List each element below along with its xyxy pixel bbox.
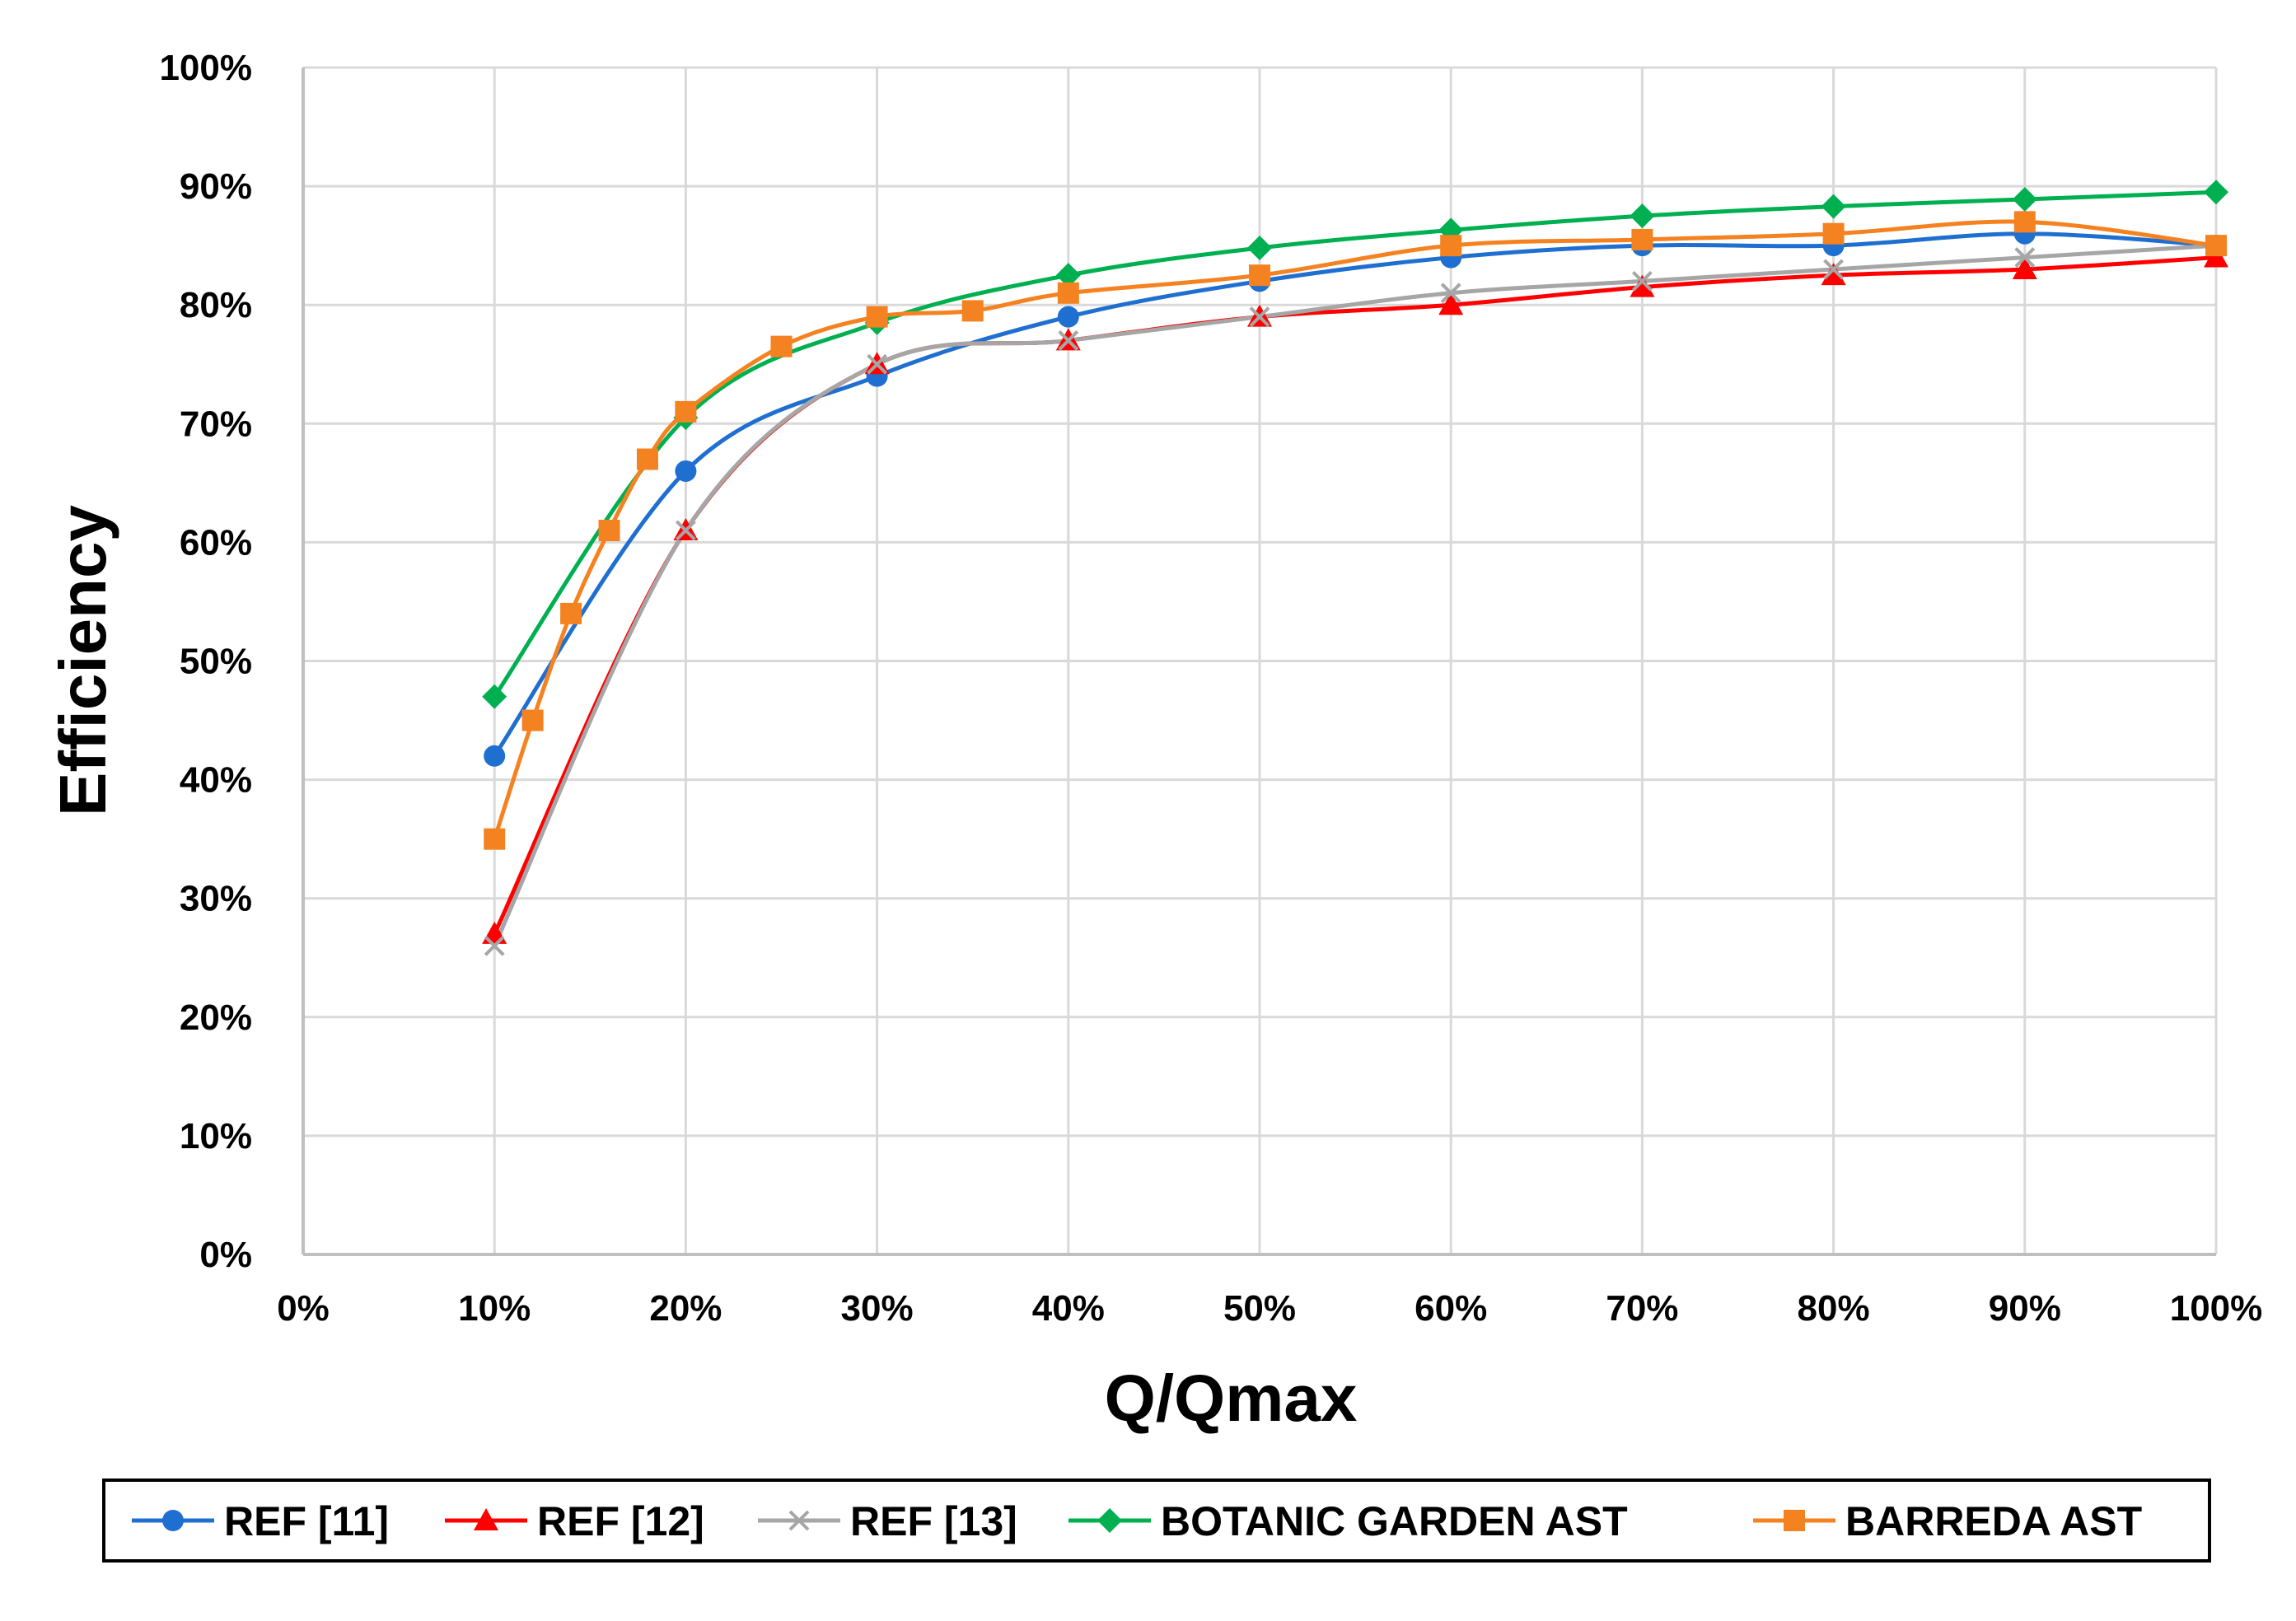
grid-lines [303,66,2218,1254]
data-point-barreda-ast [866,306,888,328]
data-point-ref-13 [484,935,505,956]
data-point-botanic-garden-ast [1055,263,1081,288]
x-axis-title: Q/Qmax [1105,1362,1358,1435]
data-point-ref-13 [2014,247,2036,268]
data-point-barreda-ast [598,519,620,541]
legend-marker-ref-13 [788,1510,810,1531]
data-point-barreda-ast [636,448,658,470]
data-point-barreda-ast [1822,222,1845,245]
data-point-barreda-ast [2205,235,2227,257]
data-point-ref-13 [675,520,696,541]
x-tick-label: 10% [458,1288,531,1329]
x-tick-label: 50% [1223,1288,1296,1329]
data-point-botanic-garden-ast [2012,186,2037,212]
y-tick-label: 80% [180,285,252,325]
data-point-barreda-ast [675,400,697,423]
tick-labels: 0% 10% 20% 30% 40% 50% 60% 70% 80% 90% 100% 0% 10% 20… [159,48,2262,1329]
data-point-ref-13 [1058,330,1079,351]
y-tick-label: 20% [180,997,252,1038]
data-point-botanic-garden-ast [1821,194,1846,219]
data-point-ref-13 [867,353,888,375]
y-tick-label: 10% [180,1116,252,1156]
data-point-ref-11 [484,745,506,767]
y-tick-label: 50% [180,642,252,682]
data-point-ref-13 [1440,283,1461,304]
legend-label-ref-12: REF [12] [537,1498,704,1544]
x-tick-label: 0% [277,1288,330,1329]
x-tick-label: 40% [1032,1288,1105,1329]
data-point-barreda-ast [2013,211,2036,233]
y-tick-label: 60% [180,522,252,563]
y-axis-title: Efficiency [46,505,119,816]
data-point-barreda-ast [770,335,793,357]
data-point-ref-11 [1057,306,1079,328]
data-point-barreda-ast [484,828,506,850]
data-point-ref-12 [1630,274,1655,297]
data-point-ref-13 [1823,259,1845,280]
legend-marker-botanic-garden-ast [1097,1508,1122,1533]
data-point-ref-12 [1438,292,1464,315]
legend-marker-ref-11 [162,1510,184,1531]
data-point-barreda-ast [560,602,582,624]
axes [302,68,2216,1256]
x-tick-label: 70% [1606,1288,1678,1329]
legend-label-ref-11: REF [11] [224,1498,389,1544]
y-tick-label: 90% [180,166,252,207]
data-point-barreda-ast [1631,228,1653,250]
legend-marker-ref-12 [474,1508,498,1530]
data-point-ref-11 [675,460,697,482]
data-point-barreda-ast [1440,235,1462,257]
data-point-botanic-garden-ast [1247,236,1272,261]
data-point-barreda-ast [1249,264,1270,287]
data-point-ref-12 [1821,263,1846,286]
legend-label-barreda-ast: BARREDA AST [1845,1498,2142,1544]
y-tick-label: 70% [180,404,252,444]
x-tick-label: 60% [1415,1288,1487,1329]
series-line-ref-11 [493,231,2217,758]
legend-marker-barreda-ast [1784,1510,1805,1531]
series-line-botanic-garden-ast [493,189,2217,698]
y-tick-label: 30% [180,879,252,919]
x-tick-label: 20% [649,1288,722,1329]
x-tick-label: 100% [2170,1288,2263,1329]
x-tick-label: 30% [841,1288,914,1329]
legend: REF [11] REF [12] REF [13] BOTANIC GARDEN A… [102,1479,2211,1563]
data-point-ref-12 [2012,256,2037,279]
y-tick-label: 40% [180,760,252,801]
series-line-ref-12 [492,255,2217,936]
data-point-ref-13 [1249,306,1270,328]
data-point-barreda-ast [1057,282,1079,304]
data-point-barreda-ast [521,709,544,731]
data-point-ref-13 [1631,270,1653,292]
data-point-barreda-ast [961,300,984,322]
y-tick-label: 0% [199,1235,252,1275]
data-point-botanic-garden-ast [482,684,507,709]
data-point-botanic-garden-ast [2204,180,2228,205]
series-line-barreda-ast [492,219,2217,840]
legend-label-ref-13: REF [13] [850,1498,1017,1544]
x-tick-label: 80% [1798,1288,1870,1329]
data-point-botanic-garden-ast [1630,203,1655,229]
legend-label-botanic-garden-ast: BOTANIC GARDEN AST [1161,1498,1628,1544]
y-tick-label: 100% [159,48,252,88]
x-tick-label: 90% [1989,1288,2061,1329]
series-markers [482,180,2228,956]
series-line-ref-13 [492,243,2217,947]
